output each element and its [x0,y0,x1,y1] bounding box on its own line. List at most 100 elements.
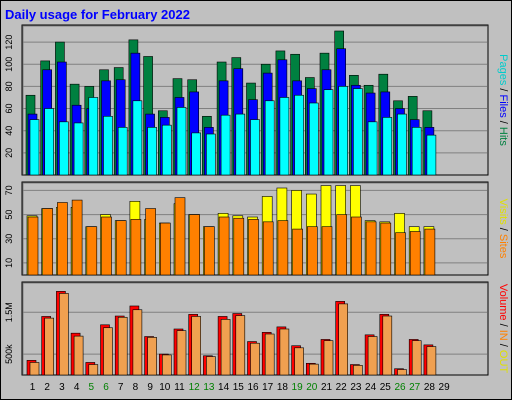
series-label-2: Volume / IN / OUT [497,284,509,374]
bar-pages-21 [323,89,334,176]
series-label-part-0-2: Files [497,95,509,119]
bar-pages-4 [73,122,84,176]
bar-pages-1 [29,119,40,176]
bar-sites-17 [262,221,274,276]
day-label-7: 7 [118,382,124,393]
bar-kbytes-out-7 [117,316,128,376]
bar-sites-22 [336,214,348,276]
bar-pages-15 [235,113,246,176]
series-label-part-0-3: / [497,118,509,127]
series-label-1: Visits / Sites [497,199,509,259]
series-label-part-0-1: / [497,85,509,94]
bar-sites-15 [233,217,245,276]
day-label-28: 28 [424,382,436,393]
bar-kbytes-out-27 [411,340,422,376]
bar-sites-12 [189,214,200,276]
day-label-10: 10 [159,382,171,393]
series-label-part-0-0: Pages [497,54,509,86]
bar-kbytes-out-17 [264,333,275,376]
y-tick-label-0-0: 20 [4,148,14,158]
bar-kbytes-out-1 [29,362,40,376]
bar-pages-19 [294,94,304,176]
series-label-part-1-1: / [497,225,509,234]
bar-sites-23 [351,216,362,276]
series-label-part-2-4: OUT [497,350,509,374]
series-label-part-0-4: Hits [497,127,509,146]
day-label-13: 13 [203,382,215,393]
y-tick-label-0-1: 40 [4,126,14,136]
bar-pages-24 [367,121,378,176]
bar-kbytes-out-15 [235,315,246,376]
series-label-part-2-3: / [497,341,509,350]
bar-sites-16 [248,219,259,276]
bar-kbytes-out-2 [44,317,55,376]
series-label-part-2-2: IN [497,330,509,341]
bar-sites-6 [101,216,112,276]
bar-pages-28 [426,134,437,176]
bar-sites-28 [424,228,436,276]
day-label-21: 21 [321,382,333,393]
day-label-1: 1 [30,382,36,393]
bar-sites-9 [145,208,156,276]
day-label-25: 25 [380,382,392,393]
series-label-part-2-1: / [497,321,509,330]
bar-pages-6 [103,115,113,176]
bar-kbytes-out-9 [147,337,157,376]
bar-pages-26 [397,113,407,176]
day-label-11: 11 [174,382,185,393]
bar-kbytes-out-20 [308,363,319,376]
bar-pages-27 [411,127,422,176]
day-label-16: 16 [247,382,259,393]
day-label-24: 24 [365,382,377,393]
series-label-0: Pages / Files / Hits [497,54,509,146]
bar-kbytes-out-24 [367,336,378,376]
bar-sites-21 [321,226,333,276]
bar-pages-7 [117,127,128,176]
bar-pages-17 [264,100,275,176]
day-label-15: 15 [233,382,245,393]
day-label-18: 18 [277,382,289,393]
bar-sites-2 [42,208,54,276]
bar-pages-16 [250,119,260,176]
bar-pages-10 [162,124,172,176]
bar-kbytes-out-13 [206,356,216,376]
day-label-8: 8 [133,382,139,393]
bar-pages-22 [338,86,349,176]
day-label-9: 9 [147,382,153,393]
y-tick-label-2-1: 1.5M [4,302,14,322]
bar-pages-20 [308,102,319,176]
bar-pages-14 [220,114,231,176]
bar-pages-18 [279,97,290,176]
bar-sites-8 [130,219,142,276]
bar-kbytes-out-26 [397,369,407,376]
y-tick-label-0-3: 80 [4,81,14,91]
bar-kbytes-out-3 [59,293,69,376]
day-label-26: 26 [394,382,406,393]
day-label-4: 4 [74,382,80,393]
bar-kbytes-out-6 [103,327,113,376]
bar-pages-3 [59,121,69,176]
bar-sites-27 [409,231,421,276]
y-tick-label-0-5: 120 [4,35,14,50]
bar-sites-24 [365,221,377,276]
bar-kbytes-out-10 [162,354,172,376]
bar-kbytes-out-19 [294,347,304,376]
y-tick-label-0-4: 100 [4,57,14,72]
bar-sites-4 [71,199,83,276]
y-tick-label-1-2: 50 [4,210,14,220]
bar-pages-9 [147,127,157,176]
day-label-5: 5 [89,382,95,393]
day-label-22: 22 [336,382,348,393]
bar-kbytes-out-8 [132,309,143,376]
bar-sites-19 [292,228,303,276]
bar-sites-5 [86,226,98,276]
bar-sites-26 [395,232,406,276]
bar-sites-3 [57,202,68,276]
bar-sites-25 [380,222,392,276]
bar-sites-18 [277,220,289,276]
day-label-14: 14 [218,382,230,393]
bar-kbytes-out-25 [382,315,393,376]
bar-sites-14 [218,216,230,276]
bar-kbytes-out-21 [323,340,334,376]
